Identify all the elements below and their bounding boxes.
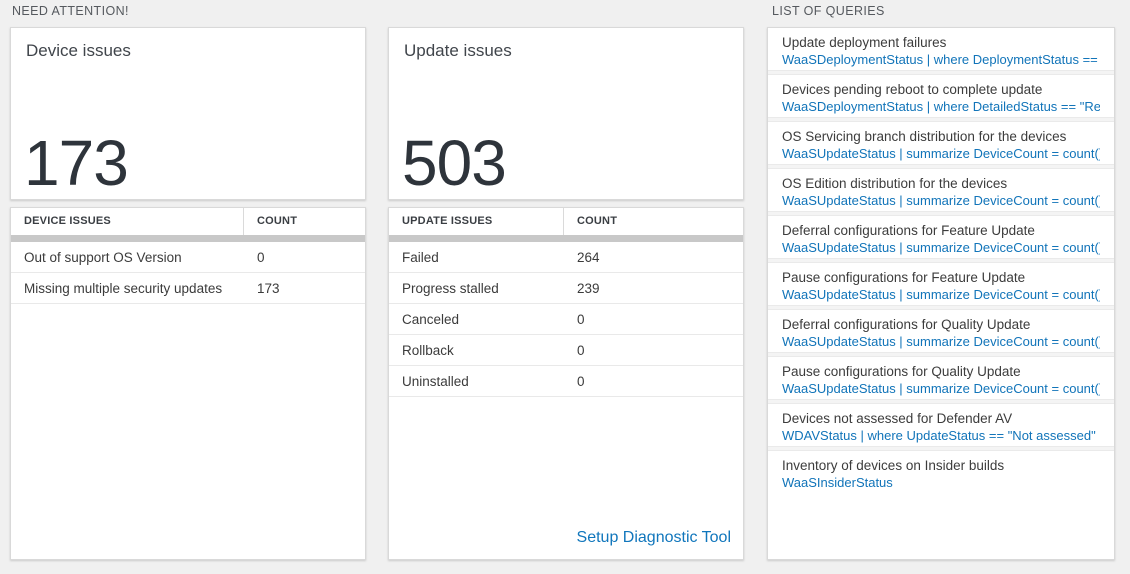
- query-item[interactable]: Inventory of devices on Insider builds W…: [768, 451, 1114, 493]
- row-label: Rollback: [402, 342, 454, 358]
- row-label: Progress stalled: [402, 280, 499, 296]
- query-item[interactable]: Pause configurations for Quality Update …: [768, 357, 1114, 399]
- row-count: 0: [577, 311, 585, 327]
- list-of-queries-section-title: LIST OF QUERIES: [772, 4, 885, 18]
- row-label: Uninstalled: [402, 373, 469, 389]
- query-separator: [768, 352, 1114, 357]
- query-title: Inventory of devices on Insider builds: [782, 458, 1005, 473]
- query-title: OS Edition distribution for the devices: [782, 176, 1008, 191]
- row-count: 0: [577, 373, 585, 389]
- query-text: WaaSUpdateStatus | summarize DeviceCount…: [782, 193, 1100, 208]
- query-item[interactable]: Update deployment failures WaaSDeploymen…: [768, 28, 1114, 70]
- row-label: Failed: [402, 249, 439, 265]
- query-title: Pause configurations for Feature Update: [782, 270, 1026, 285]
- table-header-separator-bar: [389, 235, 743, 242]
- query-text: WaaSUpdateStatus | summarize DeviceCount…: [782, 287, 1100, 302]
- update-issues-table-header: UPDATE ISSUES COUNT: [389, 208, 743, 235]
- count-column-header: COUNT: [577, 215, 618, 227]
- query-title: Deferral configurations for Quality Upda…: [782, 317, 1031, 332]
- count-column-header: COUNT: [257, 215, 298, 227]
- row-count: 239: [577, 280, 600, 296]
- query-title: Devices not assessed for Defender AV: [782, 411, 1013, 426]
- queries-panel: Update deployment failures WaaSDeploymen…: [767, 27, 1115, 560]
- query-title: Devices pending reboot to complete updat…: [782, 82, 1043, 97]
- update-issues-table-card: UPDATE ISSUES COUNT Failed 264 Progress …: [388, 207, 744, 560]
- row-label: Missing multiple security updates: [24, 280, 223, 296]
- table-row[interactable]: Out of support OS Version 0: [11, 242, 365, 273]
- table-row[interactable]: Progress stalled 239: [389, 273, 743, 304]
- device-issues-table-header: DEVICE ISSUES COUNT: [11, 208, 365, 235]
- query-text: WaaSDeploymentStatus | where DetailedSta…: [782, 99, 1100, 114]
- query-item[interactable]: Devices not assessed for Defender AV WDA…: [768, 404, 1114, 446]
- need-attention-section-title: NEED ATTENTION!: [12, 4, 129, 18]
- query-title: Deferral configurations for Feature Upda…: [782, 223, 1035, 238]
- query-item[interactable]: OS Servicing branch distribution for the…: [768, 122, 1114, 164]
- row-count: 0: [257, 249, 265, 265]
- query-separator: [768, 446, 1114, 451]
- table-row[interactable]: Rollback 0: [389, 335, 743, 366]
- query-item[interactable]: Deferral configurations for Feature Upda…: [768, 216, 1114, 258]
- table-row[interactable]: Missing multiple security updates 173: [11, 273, 365, 304]
- query-text: WaaSUpdateStatus | summarize DeviceCount…: [782, 240, 1100, 255]
- query-item[interactable]: Deferral configurations for Quality Upda…: [768, 310, 1114, 352]
- update-issues-count: 503: [402, 127, 507, 199]
- query-title: Pause configurations for Quality Update: [782, 364, 1021, 379]
- query-separator: [768, 211, 1114, 216]
- query-separator: [768, 70, 1114, 75]
- query-title: OS Servicing branch distribution for the…: [782, 129, 1067, 144]
- query-text: WaaSUpdateStatus | summarize DeviceCount…: [782, 146, 1100, 161]
- query-separator: [768, 258, 1114, 263]
- query-separator: [768, 399, 1114, 404]
- row-label: Out of support OS Version: [24, 249, 182, 265]
- query-text: WaaSDeploymentStatus | where DeploymentS…: [782, 52, 1100, 67]
- row-count: 0: [577, 342, 585, 358]
- row-count: 173: [257, 280, 280, 296]
- query-item[interactable]: Pause configurations for Feature Update …: [768, 263, 1114, 305]
- device-issues-table-card: DEVICE ISSUES COUNT Out of support OS Ve…: [10, 207, 366, 560]
- table-row[interactable]: Canceled 0: [389, 304, 743, 335]
- query-text: WaaSUpdateStatus | summarize DeviceCount…: [782, 381, 1100, 396]
- table-row[interactable]: Failed 264: [389, 242, 743, 273]
- update-issues-column-header: UPDATE ISSUES: [389, 208, 564, 235]
- query-title: Update deployment failures: [782, 35, 947, 50]
- device-issues-count: 173: [24, 127, 129, 199]
- query-text: WaaSInsiderStatus: [782, 475, 893, 490]
- query-separator: [768, 164, 1114, 169]
- setup-diagnostic-tool-link[interactable]: Setup Diagnostic Tool: [576, 529, 731, 546]
- query-text: WaaSUpdateStatus | summarize DeviceCount…: [782, 334, 1100, 349]
- query-item[interactable]: OS Edition distribution for the devices …: [768, 169, 1114, 211]
- query-separator: [768, 305, 1114, 310]
- device-issues-tile-title: Device issues: [26, 41, 131, 60]
- device-issues-column-header: DEVICE ISSUES: [11, 208, 244, 235]
- device-issues-tile[interactable]: Device issues 173: [10, 27, 366, 200]
- query-separator: [768, 117, 1114, 122]
- table-header-separator-bar: [11, 235, 365, 242]
- update-issues-tile[interactable]: Update issues 503: [388, 27, 744, 200]
- table-row[interactable]: Uninstalled 0: [389, 366, 743, 397]
- row-count: 264: [577, 249, 600, 265]
- update-issues-tile-title: Update issues: [404, 41, 512, 60]
- query-item[interactable]: Devices pending reboot to complete updat…: [768, 75, 1114, 117]
- query-text: WDAVStatus | where UpdateStatus == "Not …: [782, 428, 1100, 443]
- row-label: Canceled: [402, 311, 460, 327]
